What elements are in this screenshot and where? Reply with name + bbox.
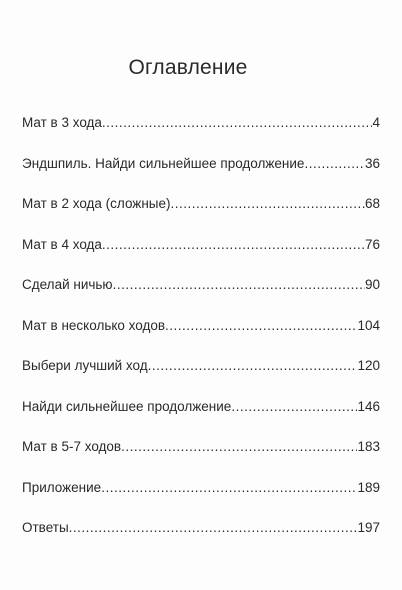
- dot-leader: [304, 151, 365, 177]
- dot-leader: [148, 353, 358, 379]
- toc-entry: Найди сильнейшее продолжение 146: [22, 394, 380, 435]
- toc-entry: Мат в 3 хода 4: [22, 110, 380, 151]
- toc-entry-page: 197: [357, 520, 380, 535]
- toc-entry-page: 104: [357, 317, 380, 333]
- toc-entry-page: 90: [364, 277, 380, 292]
- toc-entry-label: Ответы: [22, 520, 69, 535]
- toc-entry-page: 68: [364, 196, 380, 211]
- toc-entry-page: 120: [357, 358, 380, 373]
- toc-entry: Эндшпиль. Найди сильнейшее продолжение 3…: [22, 151, 380, 192]
- toc-entry: Сделай ничью 90: [22, 272, 380, 313]
- toc-entry: Приложение 189: [22, 475, 380, 516]
- toc-entry-label: Приложение: [22, 479, 102, 495]
- dot-leader: [69, 515, 358, 541]
- toc-entry-label: Эндшпиль. Найди сильнейшее продолжение: [22, 155, 305, 171]
- toc-entry-page: 189: [357, 479, 380, 495]
- toc-entry-page: 183: [357, 439, 380, 454]
- table-of-contents: Мат в 3 хода 4 Эндшпиль. Найди сильнейше…: [22, 110, 380, 556]
- toc-entry-label: Сделай ничью: [22, 277, 113, 292]
- toc-entry-label: Мат в 5-7 ходов: [22, 439, 122, 454]
- toc-entry-page: 4: [372, 115, 380, 130]
- dot-leader: [165, 313, 357, 339]
- toc-entry-page: 146: [357, 398, 380, 414]
- toc-entry: Мат в 5-7 ходов 183: [22, 434, 380, 475]
- toc-entry: Мат в несколько ходов 104: [22, 313, 380, 354]
- toc-entry-label: Найди сильнейшее продолжение: [22, 398, 232, 414]
- toc-entry-page: 36: [364, 155, 380, 171]
- dot-leader: [171, 191, 365, 217]
- toc-entry: Мат в 4 хода 76: [22, 232, 380, 273]
- toc-entry-label: Мат в несколько ходов: [22, 317, 166, 333]
- dot-leader: [102, 232, 365, 258]
- dot-leader: [121, 434, 357, 460]
- toc-entry: Выбери лучший ход 120: [22, 353, 380, 394]
- dot-leader: [113, 272, 365, 298]
- toc-entry-label: Мат в 2 хода (сложные): [22, 196, 171, 211]
- toc-entry: Ответы 197: [22, 515, 380, 556]
- dot-leader: [101, 475, 357, 501]
- toc-entry: Мат в 2 хода (сложные) 68: [22, 191, 380, 232]
- toc-entry-label: Мат в 3 хода: [22, 115, 102, 130]
- dot-leader: [231, 394, 357, 420]
- toc-entry-page: 76: [364, 236, 380, 252]
- page-title: Оглавление: [128, 56, 248, 79]
- toc-entry-label: Мат в 4 хода: [22, 236, 102, 252]
- toc-entry-label: Выбери лучший ход: [22, 358, 148, 373]
- dot-leader: [102, 110, 373, 136]
